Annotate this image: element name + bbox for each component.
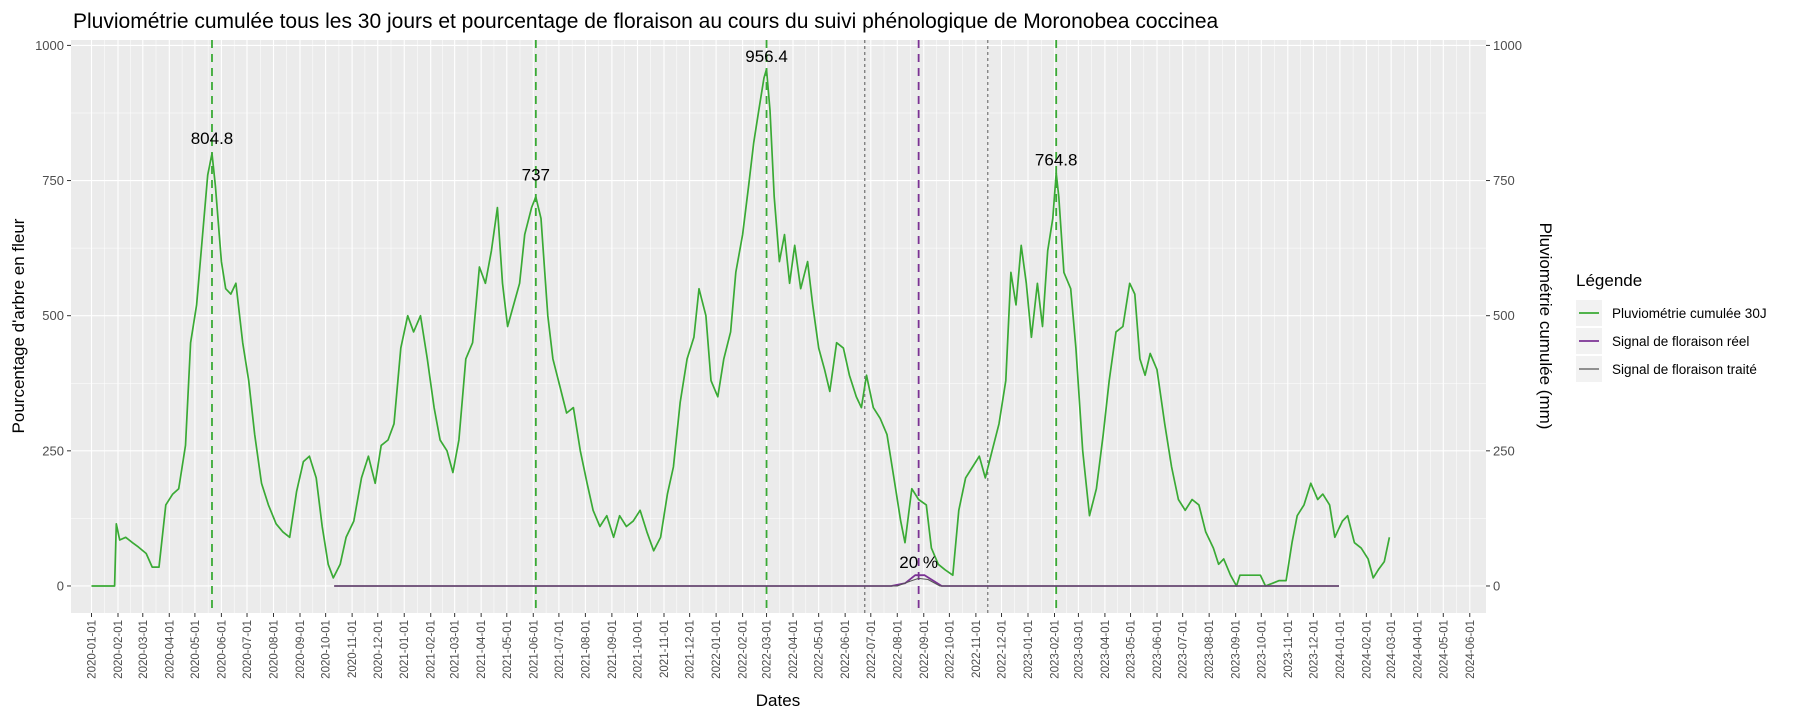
x-tick-label: 2022-06-01 <box>840 620 852 679</box>
x-tick-label: 2020-02-01 <box>113 620 125 679</box>
y-tick-label-left: 1000 <box>35 38 64 53</box>
x-tick-label: 2021-02-01 <box>426 620 438 679</box>
y-tick-label-right: 500 <box>1493 308 1515 323</box>
y-axis-left-title: Pourcentage d'arbre en fleur <box>9 218 28 433</box>
y-axis-right-title: Pluviométrie cumulée (mm) <box>1536 223 1555 430</box>
x-tick-label: 2021-03-01 <box>450 620 462 679</box>
legend-label: Signal de floraison réel <box>1612 334 1749 349</box>
x-tick-label: 2021-05-01 <box>502 620 514 679</box>
x-tick-label: 2023-08-01 <box>1204 620 1216 679</box>
x-tick-label: 2020-01-01 <box>87 620 99 679</box>
legend-label: Signal de floraison traité <box>1612 362 1757 377</box>
y-tick-label-left: 500 <box>42 308 64 323</box>
grid-major <box>71 40 1486 613</box>
x-tick-label: 2024-05-01 <box>1438 620 1450 679</box>
x-tick-label: 2023-07-01 <box>1178 620 1190 679</box>
x-tick-label: 2020-04-01 <box>164 620 176 679</box>
x-tick-label: 2020-05-01 <box>190 620 202 679</box>
x-tick-label: 2021-04-01 <box>476 620 488 679</box>
x-tick-label: 2023-11-01 <box>1283 620 1295 678</box>
y-tick-label-right: 750 <box>1493 173 1515 188</box>
x-tick-label: 2020-11-01 <box>347 620 359 678</box>
series-lines <box>91 68 1391 587</box>
y-tick-label-right: 1000 <box>1493 38 1522 53</box>
x-tick-label: 2021-11-01 <box>659 620 671 678</box>
x-tick-label: 2022-05-01 <box>814 620 826 679</box>
y-axis-right: 0 250 500 750 1000 <box>1486 38 1522 593</box>
x-tick-label: 2023-10-01 <box>1256 620 1268 679</box>
x-tick-label: 2021-01-01 <box>399 620 411 679</box>
y-tick-label-right: 250 <box>1493 443 1515 458</box>
x-tick-label: 2022-10-01 <box>944 620 956 679</box>
x-tick-label: 2024-01-01 <box>1335 620 1347 679</box>
x-axis: 2020-01-01 2020-02-01 2020-03-01 2020-04-01… <box>87 613 1477 679</box>
series-line-1 <box>91 68 1391 587</box>
y-tick-label-left: 0 <box>57 578 64 593</box>
y-tick-label-left: 250 <box>42 443 64 458</box>
legend-label: Pluviométrie cumulée 30J <box>1612 306 1767 321</box>
x-tick-label: 2021-09-01 <box>607 620 619 679</box>
plot-panel <box>71 40 1486 613</box>
x-tick-label: 2021-12-01 <box>685 620 697 679</box>
x-tick-label: 2020-12-01 <box>373 620 385 679</box>
x-tick-label: 2022-09-01 <box>919 620 931 679</box>
x-tick-label: 2024-04-01 <box>1413 620 1425 679</box>
reference-lines <box>211 40 1058 613</box>
x-tick-label: 2023-03-01 <box>1073 620 1085 679</box>
x-tick-label: 2022-01-01 <box>711 620 723 679</box>
x-tick-label: 2020-08-01 <box>269 620 281 679</box>
x-tick-label: 2023-09-01 <box>1231 620 1243 679</box>
x-tick-label: 2024-06-01 <box>1465 620 1477 679</box>
data-label: 20 % <box>899 553 938 572</box>
x-tick-label: 2020-06-01 <box>216 620 228 679</box>
data-label: 737 <box>522 166 550 185</box>
y-axis-left: 0 250 500 750 1000 <box>35 38 71 593</box>
legend-title: Légende <box>1576 271 1642 290</box>
x-tick-label: 2022-03-01 <box>762 620 774 679</box>
y-tick-label-right: 0 <box>1493 578 1500 593</box>
x-tick-label: 2022-08-01 <box>892 620 904 679</box>
x-tick-label: 2023-01-01 <box>1023 620 1035 679</box>
x-tick-label: 2023-02-01 <box>1049 620 1061 679</box>
x-tick-label: 2021-08-01 <box>580 620 592 679</box>
data-label: 956.4 <box>745 47 788 66</box>
x-tick-label: 2020-03-01 <box>138 620 150 679</box>
series-line-3 <box>334 577 1339 587</box>
annotations: 804.8 737 956.4 764.8 20 % <box>191 47 1078 572</box>
x-tick-label: 2022-04-01 <box>788 620 800 679</box>
x-tick-label: 2021-06-01 <box>528 620 540 679</box>
x-tick-label: 2022-12-01 <box>997 620 1009 679</box>
x-axis-title: Dates <box>756 691 800 710</box>
x-tick-label: 2023-04-01 <box>1100 620 1112 679</box>
chart-title: Pluviométrie cumulée tous les 30 jours e… <box>73 10 1219 33</box>
legend: Légende Pluviométrie cumulée 30J Signal d… <box>1576 271 1767 382</box>
x-tick-label: 2024-02-01 <box>1361 620 1373 679</box>
x-tick-label: 2023-05-01 <box>1126 620 1138 679</box>
x-tick-label: 2022-07-01 <box>866 620 878 679</box>
data-label: 764.8 <box>1035 151 1078 170</box>
x-tick-label: 2023-12-01 <box>1308 620 1320 679</box>
x-tick-label: 2022-11-01 <box>971 620 983 678</box>
y-tick-label-left: 750 <box>42 173 64 188</box>
grid-minor <box>71 40 1486 613</box>
x-tick-label: 2022-02-01 <box>738 620 750 679</box>
x-tick-label: 2024-03-01 <box>1386 620 1398 679</box>
x-tick-label: 2023-06-01 <box>1152 620 1164 679</box>
x-tick-label: 2021-07-01 <box>554 620 566 679</box>
x-tick-label: 2020-09-01 <box>295 620 307 679</box>
data-label: 804.8 <box>191 129 234 148</box>
x-tick-label: 2020-10-01 <box>321 620 333 679</box>
x-tick-label: 2020-07-01 <box>242 620 254 679</box>
x-tick-label: 2021-10-01 <box>633 620 645 679</box>
